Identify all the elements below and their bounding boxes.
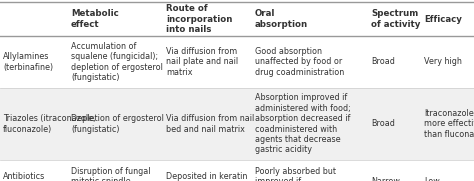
Text: Spectrum
of activity: Spectrum of activity bbox=[371, 9, 420, 29]
Text: Antibiotics
(griseofulvin): Antibiotics (griseofulvin) bbox=[3, 172, 56, 181]
Text: Efficacy: Efficacy bbox=[424, 14, 462, 24]
Text: Allylamines
(terbinafine): Allylamines (terbinafine) bbox=[3, 52, 53, 72]
Text: Absorption improved if
administered with food;
absorption decreased if
coadminis: Absorption improved if administered with… bbox=[255, 94, 351, 155]
Text: Broad: Broad bbox=[371, 119, 395, 129]
Text: Poorly absorbed but
improved if
administered with food: Poorly absorbed but improved if administ… bbox=[255, 167, 348, 181]
Text: Metabolic
effect: Metabolic effect bbox=[71, 9, 119, 29]
Text: Accumulation of
squalene (fungicidal);
depletion of ergosterol
(fungistatic): Accumulation of squalene (fungicidal); d… bbox=[71, 42, 163, 82]
Text: Very high: Very high bbox=[424, 58, 462, 66]
Text: Via diffusion from
nail plate and nail
matrix: Via diffusion from nail plate and nail m… bbox=[166, 47, 238, 77]
Text: Deposited in keratin
matrix precursor cells: Deposited in keratin matrix precursor ce… bbox=[166, 172, 255, 181]
Text: Triazoles (itraconazole,
fluconazole): Triazoles (itraconazole, fluconazole) bbox=[3, 114, 95, 134]
Text: Via diffusion from nail
bed and nail matrix: Via diffusion from nail bed and nail mat… bbox=[166, 114, 254, 134]
Text: Depletion of ergosterol
(fungistatic): Depletion of ergosterol (fungistatic) bbox=[71, 114, 164, 134]
Text: Disruption of fungal
mitotic spindle
(fungicidal): Disruption of fungal mitotic spindle (fu… bbox=[71, 167, 151, 181]
Text: Oral
absorption: Oral absorption bbox=[255, 9, 308, 29]
Text: Broad: Broad bbox=[371, 58, 395, 66]
Text: Low: Low bbox=[424, 178, 440, 181]
Text: Good absorption
unaffected by food or
drug coadministration: Good absorption unaffected by food or dr… bbox=[255, 47, 344, 77]
Text: Route of
incorporation
into nails: Route of incorporation into nails bbox=[166, 4, 232, 34]
Text: Itraconazole
more effective
than fluconazole: Itraconazole more effective than flucona… bbox=[424, 109, 474, 139]
Text: Narrow: Narrow bbox=[371, 178, 400, 181]
Bar bbox=[0, 88, 474, 160]
